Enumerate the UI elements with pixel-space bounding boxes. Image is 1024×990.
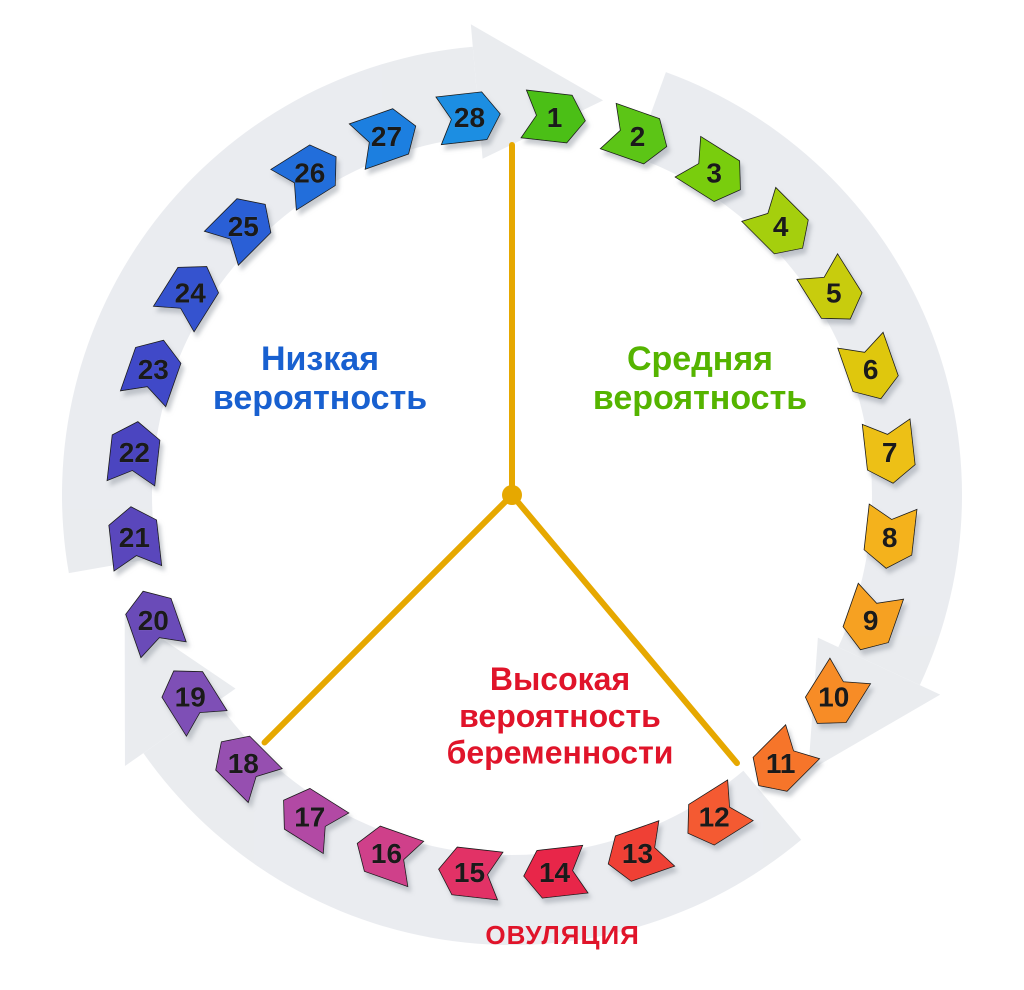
ovulation-label: ОВУЛЯЦИЯ [485, 920, 640, 950]
segment-label-high: Высокаявероятностьбеременности [447, 661, 674, 771]
segment-label-text: Высокая [490, 661, 630, 697]
day-number: 20 [138, 605, 169, 636]
day-number: 13 [622, 838, 653, 869]
cycle-diagram: НизкаявероятностьСредняявероятностьВысок… [0, 0, 1024, 990]
day-number: 14 [539, 857, 571, 888]
day-number: 8 [882, 522, 898, 553]
day-number: 27 [371, 121, 402, 152]
segment-label-low: Низкаявероятность [213, 340, 427, 417]
day-number: 22 [119, 437, 150, 468]
day-number: 28 [454, 102, 485, 133]
segment-label-text: вероятность [213, 379, 427, 417]
day-number: 15 [454, 857, 485, 888]
segment-label-text: Низкая [261, 340, 379, 378]
day-number: 4 [773, 211, 789, 242]
day-number: 5 [826, 277, 842, 308]
day-number: 24 [175, 277, 207, 308]
day-number: 11 [766, 748, 796, 779]
day-number: 16 [371, 838, 402, 869]
day-number: 9 [863, 605, 879, 636]
day-number: 21 [119, 522, 150, 553]
day-number: 6 [863, 354, 879, 385]
day-number: 3 [706, 158, 722, 189]
segment-label-text: Средняя [627, 340, 773, 378]
day-number: 1 [547, 102, 563, 133]
day-number: 10 [818, 682, 849, 713]
day-number: 12 [699, 801, 730, 832]
day-number: 7 [882, 437, 898, 468]
day-number: 19 [175, 682, 206, 713]
day-number: 18 [228, 748, 259, 779]
segment-label-text: вероятность [459, 698, 661, 734]
segment-label-text: вероятность [593, 379, 807, 417]
day-number: 23 [138, 354, 169, 385]
day-number: 2 [630, 121, 646, 152]
segment-label-text: беременности [447, 735, 674, 771]
day-number: 25 [228, 211, 259, 242]
day-number: 26 [294, 158, 325, 189]
segment-label-medium: Средняявероятность [593, 340, 807, 417]
day-number: 17 [294, 801, 325, 832]
